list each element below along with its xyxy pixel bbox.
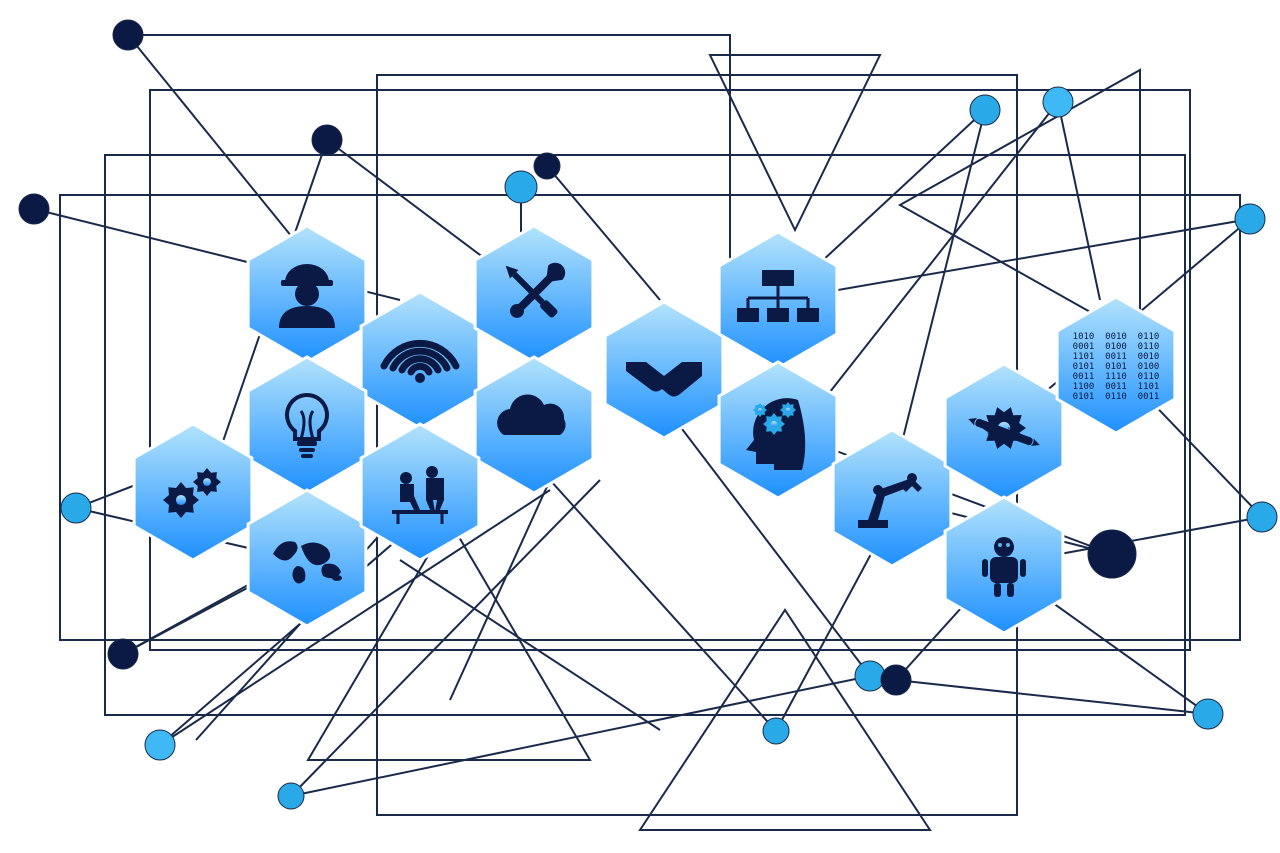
- network-node-dot: [881, 665, 911, 695]
- network-node-dot: [19, 194, 49, 224]
- frame-triangle: [710, 55, 880, 230]
- network-diagram: Service 1010 0010 01100001 0100 01101101 …: [0, 0, 1280, 853]
- network-node-dot: [1247, 502, 1277, 532]
- hexagon-binary: 1010 0010 01100001 0100 01101101 0011 00…: [1057, 297, 1175, 433]
- hexagon-worker: [248, 226, 366, 362]
- binary-line: 0101 0110 0011: [1073, 392, 1160, 402]
- network-node-dot: [145, 730, 175, 760]
- binary-line: 1100 0011 1101: [1073, 382, 1160, 392]
- network-node-dot: [970, 95, 1000, 125]
- network-node-dot: [534, 153, 560, 179]
- network-node-dot: [61, 493, 91, 523]
- binary-line: 0011 1110 0110: [1073, 372, 1160, 382]
- network-node-dot: [1043, 87, 1073, 117]
- hexagon-handshake: [605, 302, 723, 438]
- hexagon-aihead: [719, 362, 837, 498]
- network-node-dot: [763, 718, 789, 744]
- binary-icon: 1010 0010 01100001 0100 01101101 0011 00…: [1073, 332, 1160, 402]
- hexagon-worldmap: [248, 490, 366, 626]
- hexagon-wifi: [361, 292, 479, 428]
- edge: [780, 219, 1250, 300]
- hexagon-service: Service: [945, 364, 1063, 500]
- hexagon-lightbulb: [248, 357, 366, 493]
- hexagons-layer: Service 1010 0010 01100001 0100 01101101 …: [134, 226, 1175, 633]
- binary-line: 0101 0101 0100: [1073, 362, 1160, 372]
- hexagon-orgchart: [719, 232, 837, 368]
- network-node-dot: [855, 661, 885, 691]
- network-node-dot: [278, 783, 304, 809]
- frame-triangle: [900, 70, 1140, 340]
- frame-rect: [377, 75, 1017, 815]
- network-node-dot: [312, 125, 342, 155]
- hexagon-robotarm: [833, 430, 951, 566]
- hexagon-cloud: [475, 357, 593, 493]
- hexagon-tools: [475, 226, 593, 362]
- edge: [550, 480, 776, 731]
- network-node-dot: [505, 171, 537, 203]
- network-node-dot: [1235, 204, 1265, 234]
- hexagon-android: [945, 497, 1063, 633]
- service-label: Service: [987, 426, 1021, 436]
- network-node-dot: [1088, 530, 1136, 578]
- network-node-dot: [113, 20, 143, 50]
- edge: [1058, 102, 1100, 300]
- binary-line: 1010 0010 0110: [1073, 332, 1160, 342]
- binary-line: 0001 0100 0110: [1073, 342, 1160, 352]
- network-node-dot: [108, 639, 138, 669]
- network-node-dot: [1193, 699, 1223, 729]
- hexagon-gears: [134, 424, 252, 560]
- frame-triangle: [640, 610, 930, 830]
- edge: [896, 680, 1208, 714]
- binary-line: 1101 0011 0010: [1073, 352, 1160, 362]
